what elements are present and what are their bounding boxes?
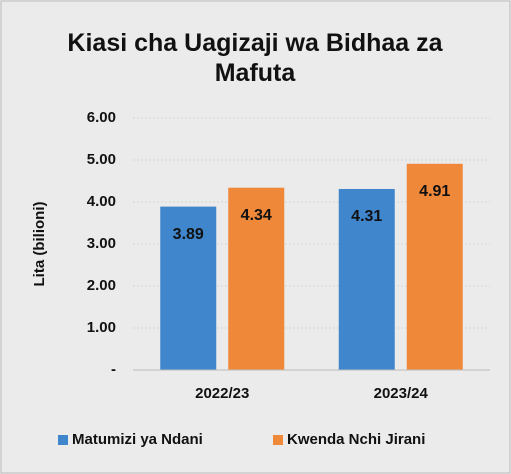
x-tick-label: 2023/24 [374,385,429,402]
bar [228,187,285,370]
y-tick-label: 2.00 [87,277,116,294]
legend-label: Kwenda Nchi Jirani [287,431,425,448]
y-axis-label: Lita (bilioni) [31,202,48,287]
bar [160,206,217,370]
data-label: 3.89 [173,226,204,243]
x-tick-label: 2022/23 [195,385,249,402]
y-tick-label: 1.00 [87,319,116,336]
data-label: 4.91 [419,183,450,200]
y-tick-label: - [111,361,116,378]
bar [406,163,463,370]
data-label: 4.34 [241,207,272,224]
y-tick-label: 5.00 [87,151,116,168]
data-label: 4.31 [351,208,382,225]
legend-label: Matumizi ya Ndani [72,431,203,448]
legend-swatch [273,435,283,445]
y-tick-label: 3.00 [87,235,116,252]
y-tick-label: 4.00 [87,193,116,210]
legend-swatch [58,435,68,445]
y-tick-label: 6.00 [87,109,116,126]
chart-title: Kiasi cha Uagizaji wa Bidhaa za Mafuta [67,29,443,87]
bar [338,188,395,370]
